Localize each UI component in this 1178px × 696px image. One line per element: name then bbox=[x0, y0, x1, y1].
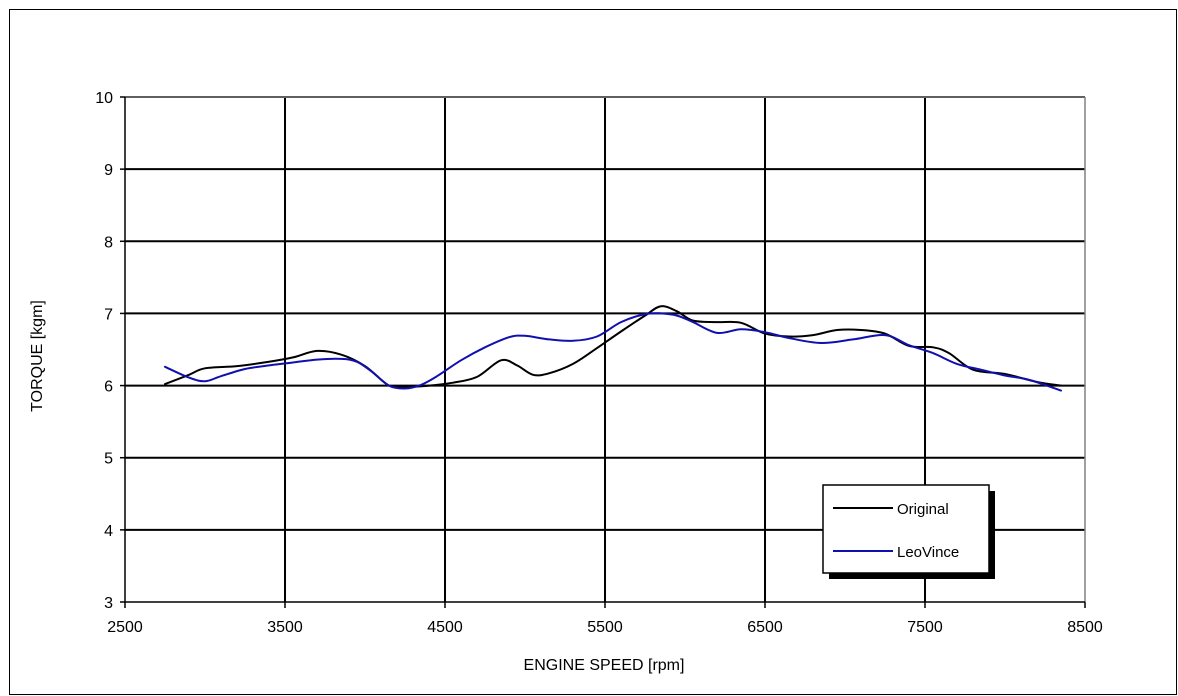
y-tick-label: 4 bbox=[104, 523, 113, 540]
x-axis-title: ENGINE SPEED [rpm] bbox=[524, 657, 685, 674]
y-tick-label: 10 bbox=[95, 90, 113, 107]
x-tick-label: 8500 bbox=[1067, 619, 1103, 636]
y-tick-label: 7 bbox=[104, 306, 113, 323]
series-line-original bbox=[164, 305, 1062, 389]
y-tick-label: 6 bbox=[104, 379, 113, 396]
legend-label-leovince: LeoVince bbox=[897, 544, 959, 561]
series-layer bbox=[164, 305, 1062, 392]
legend-box bbox=[822, 484, 990, 574]
y-tick-label: 8 bbox=[104, 234, 113, 251]
x-tick-label: 7500 bbox=[907, 619, 943, 636]
x-tick-label: 3500 bbox=[267, 619, 303, 636]
x-tick-label: 6500 bbox=[747, 619, 783, 636]
y-tick-label: 9 bbox=[104, 162, 113, 179]
y-tick-label: 3 bbox=[104, 595, 113, 612]
y-axis-title: TORQUE [kgm] bbox=[29, 300, 46, 412]
x-tick-label: 2500 bbox=[107, 619, 143, 636]
legend-label-original: Original bbox=[897, 501, 949, 518]
legend: Original LeoVince bbox=[822, 484, 995, 579]
x-tick-label: 4500 bbox=[427, 619, 463, 636]
axes-layer: 3 4 5 6 7 8 9 10 2500 3500 4500 5500 6500 7500 8500 bbox=[95, 90, 1103, 636]
y-tick-label: 5 bbox=[104, 451, 113, 468]
x-tick-label: 5500 bbox=[587, 619, 623, 636]
series-line-leovince bbox=[164, 312, 1062, 392]
